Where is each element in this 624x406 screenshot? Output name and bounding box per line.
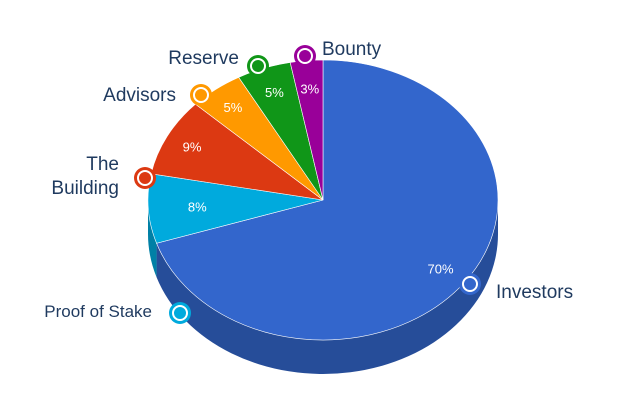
value-label-reserve: 5%: [265, 85, 284, 100]
value-label-investors: 70%: [427, 261, 453, 276]
callout-marker-ring: [250, 58, 266, 74]
value-label-the-building: 9%: [183, 140, 202, 155]
pie-side-walls: [148, 200, 499, 375]
pie-callouts: Investors Proof of Stake The Building Adviso…: [44, 39, 573, 324]
callout-marker-ring: [462, 276, 478, 292]
value-label-advisors: 5%: [224, 100, 243, 115]
category-label-advisors: Advisors: [103, 85, 176, 106]
callout-marker-ring: [137, 170, 153, 186]
pie-side-investors: [156, 200, 499, 375]
category-label-investors: Investors: [496, 282, 573, 303]
callout-marker-ring: [172, 305, 188, 321]
pie-side-proof-of-stake: [148, 200, 157, 278]
value-label-bounty: 3%: [300, 81, 319, 96]
category-label-proof-of-stake: Proof of Stake: [44, 302, 152, 321]
category-label-bounty: Bounty: [322, 39, 382, 60]
value-label-proof-of-stake: 8%: [188, 199, 207, 214]
pie-value-labels: 70% 8% 9% 5% 5% 3%: [183, 81, 454, 276]
callout-marker-ring: [297, 48, 313, 64]
category-label-reserve: Reserve: [168, 48, 239, 69]
pie-top-slices: [147, 59, 499, 341]
category-label-the-building: The Building: [51, 154, 119, 199]
callout-marker-ring: [193, 87, 209, 103]
